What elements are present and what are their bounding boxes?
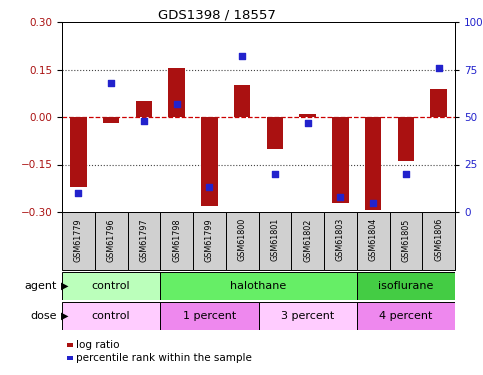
Text: GSM61799: GSM61799 (205, 218, 214, 262)
Text: GDS1398 / 18557: GDS1398 / 18557 (158, 8, 276, 21)
Text: GSM61796: GSM61796 (107, 218, 115, 262)
Text: control: control (92, 311, 130, 321)
Text: 4 percent: 4 percent (379, 311, 433, 321)
Bar (357, 302, 455, 330)
Bar (95, 212, 128, 270)
Text: ▶: ▶ (61, 311, 69, 321)
Bar (422, 212, 455, 270)
Bar (160, 302, 258, 330)
Bar (128, 212, 160, 270)
Text: dose: dose (30, 311, 57, 321)
Text: ▶: ▶ (61, 281, 69, 291)
Text: GSM61779: GSM61779 (74, 218, 83, 262)
Bar (324, 212, 357, 270)
Point (74, 190, 82, 196)
Text: GSM61798: GSM61798 (172, 218, 181, 262)
Text: 3 percent: 3 percent (281, 311, 334, 321)
Point (271, 171, 279, 177)
Bar (332, 117, 349, 202)
Text: GSM61804: GSM61804 (369, 218, 378, 261)
Text: GSM61801: GSM61801 (270, 218, 279, 261)
Bar (193, 212, 226, 270)
Text: GSM61805: GSM61805 (401, 218, 411, 261)
Bar (226, 212, 258, 270)
Text: GSM61803: GSM61803 (336, 218, 345, 261)
Bar (136, 101, 152, 117)
Bar (365, 117, 381, 210)
Text: control: control (92, 281, 130, 291)
Text: GSM61802: GSM61802 (303, 218, 312, 261)
Point (140, 118, 148, 124)
Bar (169, 68, 185, 117)
Text: isoflurane: isoflurane (378, 281, 434, 291)
Bar (267, 117, 283, 148)
Bar (430, 88, 447, 117)
Point (107, 80, 115, 86)
Text: GSM61800: GSM61800 (238, 218, 247, 261)
Text: halothane: halothane (230, 281, 286, 291)
Bar (201, 117, 217, 206)
Bar (62, 302, 160, 330)
Text: 1 percent: 1 percent (183, 311, 236, 321)
Bar (398, 117, 414, 161)
Bar (103, 117, 119, 123)
Bar (160, 212, 193, 270)
Point (369, 200, 377, 206)
Bar (160, 272, 357, 300)
Bar (389, 212, 422, 270)
Point (402, 171, 410, 177)
Text: agent: agent (25, 281, 57, 291)
Point (435, 64, 442, 70)
Text: GSM61797: GSM61797 (140, 218, 148, 262)
Bar (62, 272, 160, 300)
Bar (291, 212, 324, 270)
Bar (258, 212, 291, 270)
Point (173, 101, 181, 107)
Bar (234, 86, 250, 117)
Point (337, 194, 344, 200)
Bar (357, 212, 389, 270)
Point (205, 184, 213, 190)
Bar (62, 212, 95, 270)
Point (304, 120, 312, 126)
Bar (299, 114, 316, 117)
Text: GSM61806: GSM61806 (434, 218, 443, 261)
Point (238, 53, 246, 59)
Text: percentile rank within the sample: percentile rank within the sample (76, 353, 252, 363)
Bar (70, 117, 86, 187)
Bar (357, 272, 455, 300)
Text: log ratio: log ratio (76, 340, 120, 350)
Bar (258, 302, 357, 330)
